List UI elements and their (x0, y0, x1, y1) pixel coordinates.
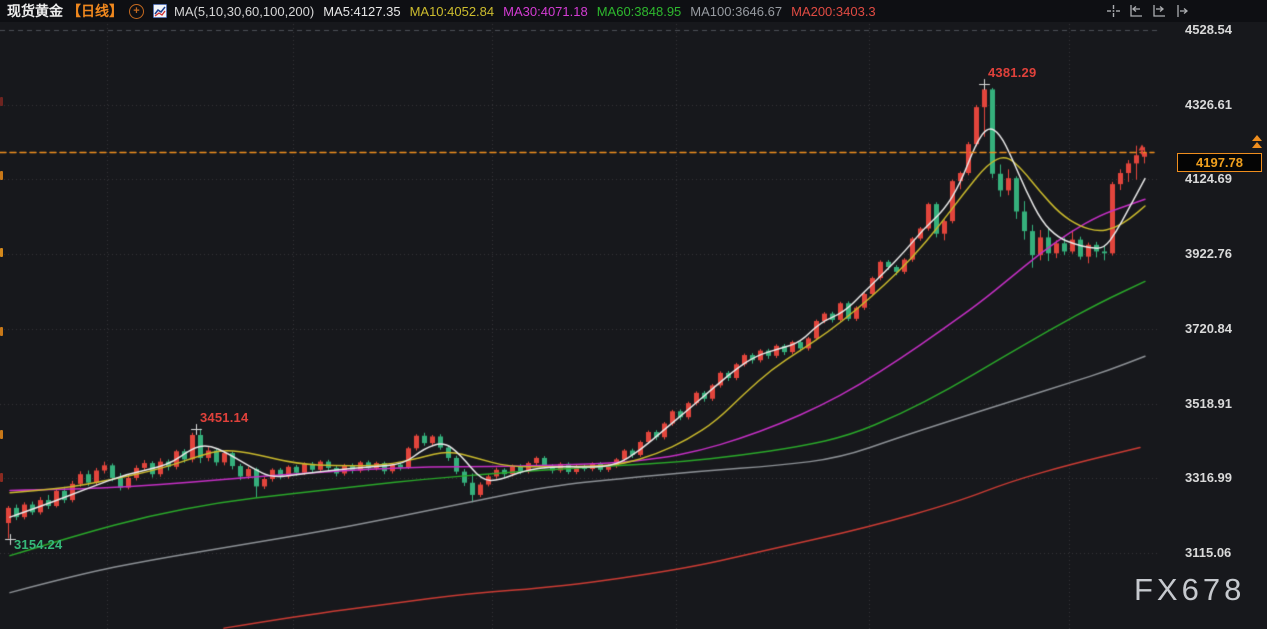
high-price-label: 4381.29 (988, 65, 1037, 81)
ma10-value: MA10:4052.84 (409, 3, 495, 19)
left-edge-fragment (0, 248, 3, 257)
axis-tick-label: 4326.61 (1185, 96, 1232, 112)
axis-tick-label: 3316.99 (1185, 470, 1232, 486)
add-indicator-icon[interactable]: + (129, 3, 144, 19)
ma60-value: MA60:3848.95 (596, 3, 682, 19)
axis-tick-label: 3518.91 (1185, 395, 1232, 411)
current-price-tag: 4197.78 (1177, 152, 1262, 172)
ma-settings-label[interactable]: MA(5,10,30,60,100,200) (174, 3, 315, 19)
ma200-value: MA200:3403.3 (791, 3, 876, 19)
axis-tick-label: 3922.76 (1185, 246, 1232, 262)
scroll-to-latest-icon[interactable] (1252, 135, 1264, 149)
chart-toolbar (1105, 3, 1191, 19)
axis-tick-label: 3720.84 (1185, 320, 1232, 336)
left-edge-fragment (0, 327, 3, 336)
swing-high-label: 3451.14 (200, 409, 249, 425)
current-price-value: 4197.78 (1196, 154, 1243, 170)
axis-tick-label: 4124.69 (1185, 171, 1232, 187)
crosshair-icon[interactable] (1105, 3, 1122, 19)
ma30-value: MA30:4071.18 (503, 3, 588, 19)
ma5-value: MA5:4127.35 (323, 3, 401, 19)
left-edge-fragment (0, 97, 3, 106)
go-to-latest-icon[interactable] (1174, 3, 1191, 19)
axis-fit-right-icon[interactable] (1151, 3, 1168, 19)
watermark: FX678 (1134, 572, 1246, 607)
timeframe-label: 【日线】 (67, 3, 123, 19)
left-edge-fragment (0, 430, 3, 439)
chart-header: 现货黄金 【日线】 + MA(5,10,30,60,100,200) MA5:4… (0, 0, 1267, 22)
low-price-label: 3154.24 (14, 536, 63, 552)
ma100-value: MA100:3646.67 (690, 3, 783, 19)
left-edge-fragment (0, 473, 3, 482)
axis-tick-label: 3115.06 (1185, 545, 1232, 560)
left-edge-fragment (0, 171, 3, 180)
axis-tick-label: 4528.54 (1185, 22, 1232, 37)
symbol-title: 现货黄金 (7, 3, 63, 19)
axis-fit-left-icon[interactable] (1128, 3, 1145, 19)
chart-logo-icon[interactable] (152, 3, 168, 19)
